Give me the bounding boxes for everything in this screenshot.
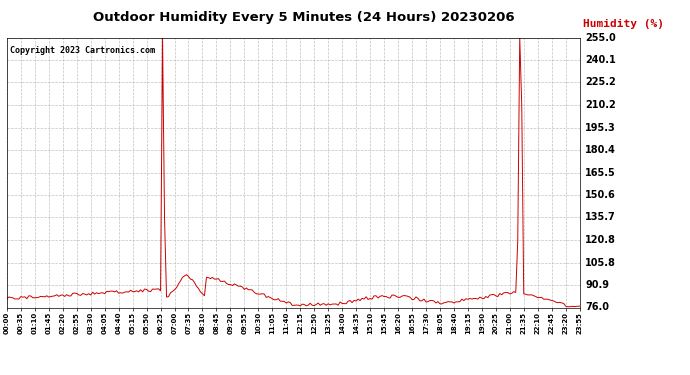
- Text: 225.2: 225.2: [585, 78, 616, 87]
- Text: 120.8: 120.8: [585, 235, 616, 245]
- Text: 210.2: 210.2: [585, 100, 616, 110]
- Text: 135.7: 135.7: [585, 213, 616, 222]
- Text: 150.6: 150.6: [585, 190, 616, 200]
- Text: Copyright 2023 Cartronics.com: Copyright 2023 Cartronics.com: [10, 46, 155, 55]
- Text: 105.8: 105.8: [585, 258, 616, 267]
- Text: 165.5: 165.5: [585, 168, 616, 177]
- Text: 76.0: 76.0: [585, 303, 609, 312]
- Text: 255.0: 255.0: [585, 33, 616, 42]
- Text: Outdoor Humidity Every 5 Minutes (24 Hours) 20230206: Outdoor Humidity Every 5 Minutes (24 Hou…: [92, 11, 515, 24]
- Text: Humidity (%): Humidity (%): [583, 19, 664, 29]
- Text: 195.3: 195.3: [585, 123, 616, 132]
- Text: 180.4: 180.4: [585, 145, 616, 155]
- Text: 240.1: 240.1: [585, 55, 616, 65]
- Text: 90.9: 90.9: [585, 280, 609, 290]
